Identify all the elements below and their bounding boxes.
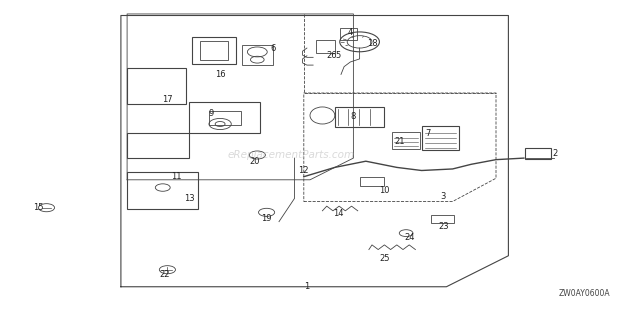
Text: 6: 6 — [270, 43, 275, 53]
Text: 16: 16 — [215, 70, 226, 79]
Text: 4: 4 — [348, 28, 353, 37]
Text: 9: 9 — [208, 108, 213, 118]
Text: 11: 11 — [172, 172, 182, 181]
Text: 15: 15 — [33, 203, 43, 212]
Text: 25: 25 — [379, 254, 389, 264]
Text: 24: 24 — [404, 232, 414, 242]
Text: 26: 26 — [326, 51, 337, 60]
Text: 18: 18 — [366, 39, 378, 48]
Text: 21: 21 — [395, 136, 405, 146]
Text: 22: 22 — [159, 270, 169, 279]
Text: 19: 19 — [262, 214, 272, 223]
Text: 20: 20 — [249, 157, 259, 166]
Text: 17: 17 — [162, 95, 173, 104]
Text: 14: 14 — [333, 209, 343, 219]
Text: 3: 3 — [441, 192, 446, 202]
Text: eReplacementParts.com: eReplacementParts.com — [228, 150, 355, 160]
Text: 13: 13 — [184, 194, 195, 203]
Text: 23: 23 — [438, 222, 449, 231]
Text: 8: 8 — [351, 112, 356, 121]
Text: 1: 1 — [304, 282, 309, 291]
Text: ZW0AY0600A: ZW0AY0600A — [559, 289, 611, 298]
Text: 2: 2 — [552, 149, 557, 158]
Text: 5: 5 — [335, 51, 340, 60]
Text: 12: 12 — [299, 166, 309, 175]
Text: 10: 10 — [379, 186, 389, 195]
Text: 7: 7 — [425, 129, 430, 138]
